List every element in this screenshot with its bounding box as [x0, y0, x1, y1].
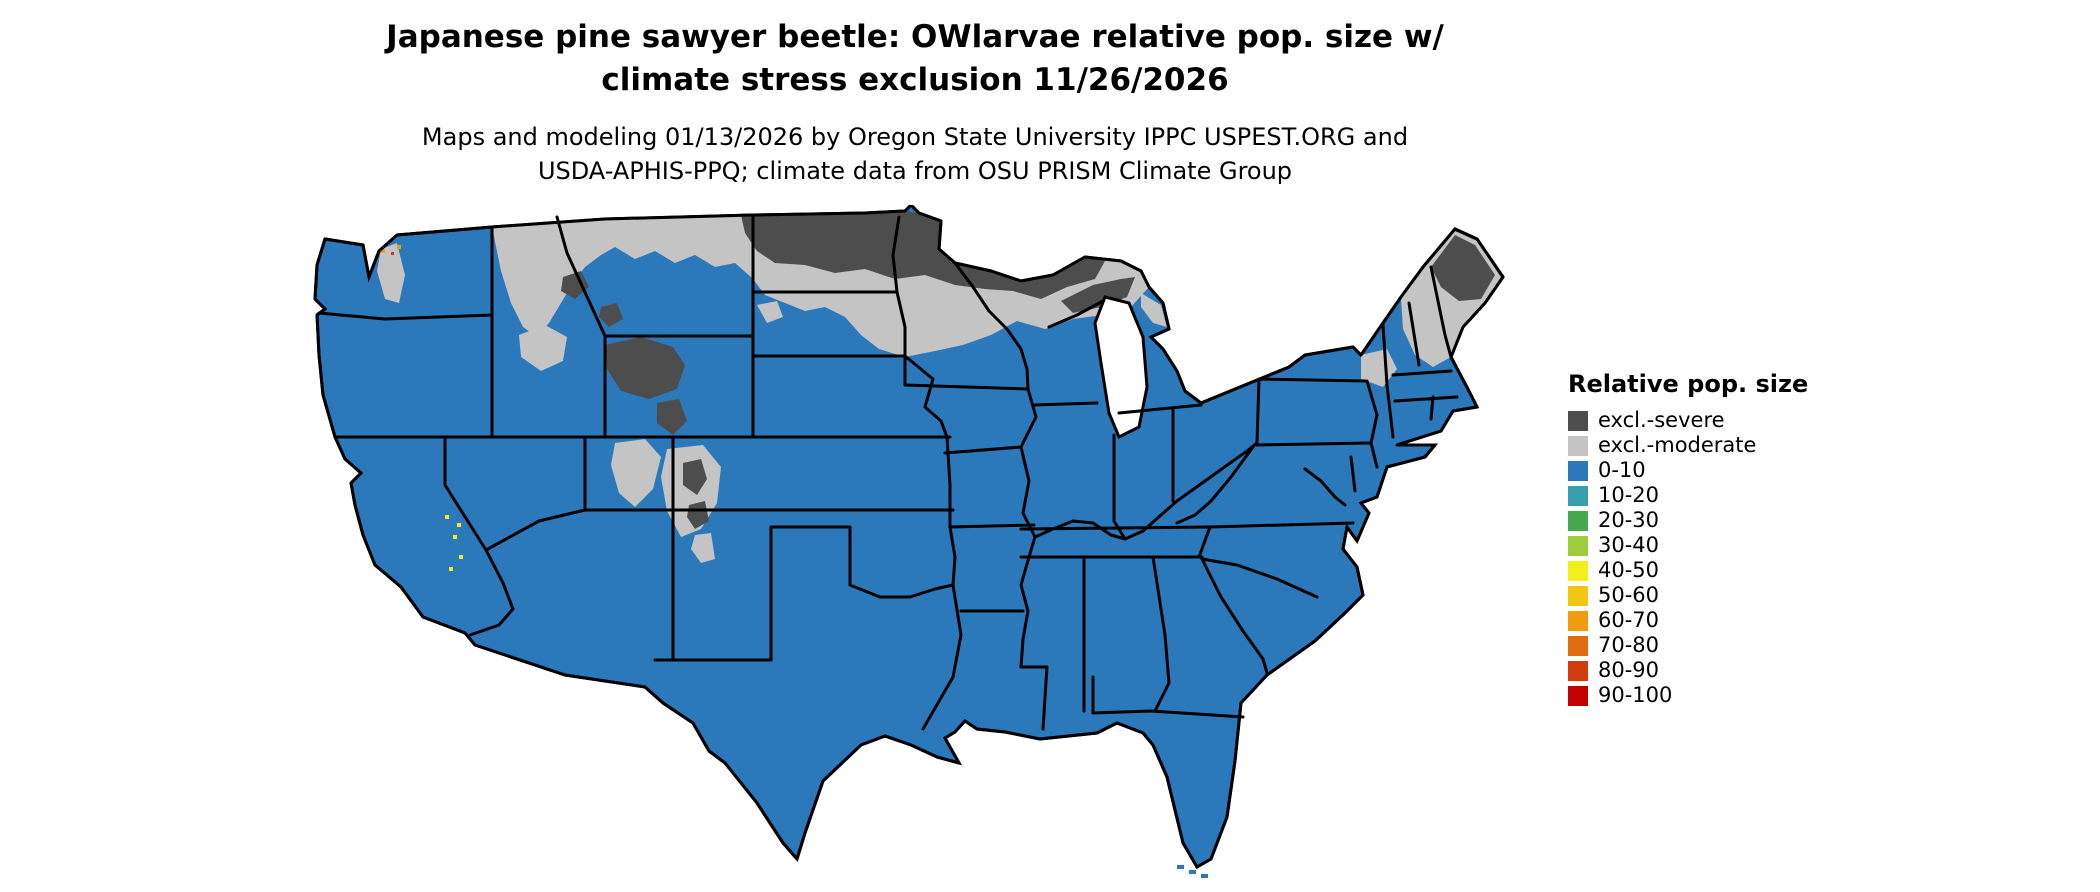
- legend-item: 90-100: [1568, 683, 1908, 708]
- legend-item-label: 60-70: [1598, 608, 1660, 632]
- florida-keys: [1177, 865, 1208, 878]
- legend-swatch: [1568, 460, 1588, 481]
- legend-title: Relative pop. size: [1568, 370, 1809, 398]
- legend-item-label: 10-20: [1598, 483, 1660, 507]
- map-subtitle: Maps and modeling 01/13/2026 by Oregon S…: [65, 120, 1765, 188]
- excl-severe-region: [561, 211, 1495, 529]
- map-title-line1: Japanese pine sawyer beetle: OWlarvae re…: [386, 19, 1444, 55]
- legend-item: excl.-severe: [1568, 408, 1908, 433]
- legend-swatch: [1568, 435, 1588, 456]
- state-borders: [317, 213, 1459, 731]
- legend-item: 0-10: [1568, 458, 1908, 483]
- legend-item-label: 20-30: [1598, 508, 1660, 532]
- legend-item-label: 40-50: [1598, 558, 1660, 582]
- map-title-line2: climate stress exclusion 11/26/2026: [601, 62, 1229, 98]
- legend: Relative pop. size excl.-severe excl.-mo…: [1568, 370, 1908, 708]
- legend-item: 60-70: [1568, 608, 1908, 633]
- legend-item-label: 50-60: [1598, 583, 1660, 607]
- legend-item: 50-60: [1568, 583, 1908, 608]
- legend-item: 30-40: [1568, 533, 1908, 558]
- legend-swatch: [1568, 660, 1588, 681]
- map-title: Japanese pine sawyer beetle: OWlarvae re…: [65, 16, 1765, 102]
- map-subtitle-line1: Maps and modeling 01/13/2026 by Oregon S…: [421, 123, 1409, 151]
- lake-michigan: [1093, 295, 1149, 440]
- legend-item: 70-80: [1568, 633, 1908, 658]
- legend-swatch: [1568, 535, 1588, 556]
- legend-item-label: 30-40: [1598, 533, 1660, 557]
- legend-item: 80-90: [1568, 658, 1908, 683]
- map-subtitle-line2: USDA-APHIS-PPQ; climate data from OSU PR…: [537, 157, 1293, 185]
- legend-item: excl.-moderate: [1568, 433, 1908, 458]
- legend-item: 20-30: [1568, 508, 1908, 533]
- legend-item-label: excl.-moderate: [1598, 433, 1757, 457]
- legend-item-label: excl.-severe: [1598, 408, 1725, 432]
- legend-swatch: [1568, 485, 1588, 506]
- legend-swatch: [1568, 610, 1588, 631]
- excl-moderate-region: [377, 211, 1501, 563]
- legend-swatch: [1568, 560, 1588, 581]
- legend-item: 10-20: [1568, 483, 1908, 508]
- legend-swatch: [1568, 410, 1588, 431]
- legend-item-label: 90-100: [1598, 683, 1673, 707]
- legend-item-label: 80-90: [1598, 658, 1660, 682]
- legend-item: 40-50: [1568, 558, 1908, 583]
- us-map: [313, 205, 1505, 878]
- legend-swatch: [1568, 635, 1588, 656]
- speckles-yellow: [445, 515, 463, 571]
- legend-swatch: [1568, 510, 1588, 531]
- legend-item-label: 0-10: [1598, 458, 1646, 482]
- legend-swatch: [1568, 585, 1588, 606]
- legend-item-label: 70-80: [1598, 633, 1660, 657]
- legend-swatch: [1568, 685, 1588, 706]
